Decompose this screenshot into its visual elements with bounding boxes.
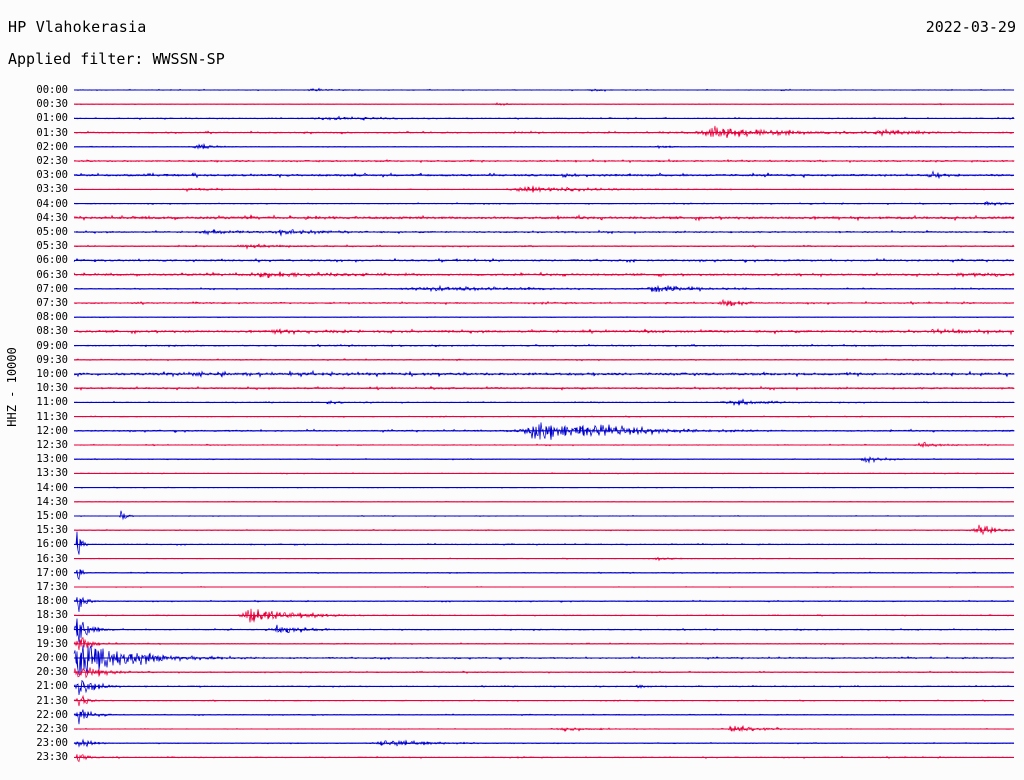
time-label-11-00: 11:00 xyxy=(36,396,68,409)
trace-22-00 xyxy=(73,709,1015,725)
time-label-06-30: 06:30 xyxy=(36,268,68,281)
time-label-00-30: 00:30 xyxy=(36,98,68,111)
time-label-03-30: 03:30 xyxy=(36,183,68,196)
time-label-22-00: 22:00 xyxy=(36,708,68,721)
trace-19-00 xyxy=(73,618,1015,643)
time-label-01-00: 01:00 xyxy=(36,112,68,125)
time-label-05-30: 05:30 xyxy=(36,240,68,253)
trace-17-00 xyxy=(73,569,1015,581)
time-label-04-00: 04:00 xyxy=(36,197,68,210)
time-label-07-00: 07:00 xyxy=(36,282,68,295)
time-label-15-00: 15:00 xyxy=(36,510,68,522)
time-label-22-30: 22:30 xyxy=(36,723,68,735)
time-label-13-00: 13:00 xyxy=(36,453,68,466)
time-label-18-00: 18:00 xyxy=(36,595,68,608)
trace-20-00 xyxy=(73,645,1015,675)
time-label-09-00: 09:00 xyxy=(36,339,68,352)
time-label-06-00: 06:00 xyxy=(36,254,68,267)
time-label-08-30: 08:30 xyxy=(36,325,68,338)
trace-13-00 xyxy=(73,456,1015,464)
time-label-12-00: 12:00 xyxy=(36,424,68,437)
time-label-02-30: 02:30 xyxy=(36,155,68,167)
time-label-01-30: 01:30 xyxy=(36,126,68,139)
time-label-21-30: 21:30 xyxy=(36,694,68,707)
time-label-14-00: 14:00 xyxy=(36,481,68,494)
trace-16-00 xyxy=(73,531,1015,555)
time-label-17-30: 17:30 xyxy=(36,581,68,593)
time-label-21-00: 21:00 xyxy=(36,680,68,693)
time-label-23-00: 23:00 xyxy=(36,737,68,750)
time-label-09-30: 09:30 xyxy=(36,353,68,366)
time-label-19-30: 19:30 xyxy=(36,637,68,650)
page-title: HP Vlahokerasia xyxy=(8,18,147,36)
time-label-04-30: 04:30 xyxy=(36,211,68,224)
time-label-23-30: 23:30 xyxy=(36,751,68,764)
time-label-20-00: 20:00 xyxy=(36,652,68,664)
applied-filter-label: Applied filter: WWSSN-SP xyxy=(8,50,225,68)
seismogram-traces xyxy=(73,87,1016,763)
time-label-08-00: 08:00 xyxy=(36,311,68,324)
time-label-02-00: 02:00 xyxy=(36,140,68,153)
trace-01-30 xyxy=(73,125,1015,139)
helicorder-plot: 00:00 00:30 01:00 01:30 02:00 02:30 03:00 03:30… xyxy=(0,82,1024,778)
time-label-17-00: 17:00 xyxy=(36,566,68,579)
time-label-15-30: 15:30 xyxy=(36,524,68,537)
time-label-13-30: 13:30 xyxy=(36,467,68,480)
time-label-10-30: 10:30 xyxy=(36,382,68,395)
time-label-16-30: 16:30 xyxy=(36,552,68,565)
trace-15-30 xyxy=(73,524,1016,536)
time-label-05-00: 05:00 xyxy=(36,226,68,238)
time-label-16-00: 16:00 xyxy=(36,538,68,551)
time-label-00-00: 00:00 xyxy=(36,84,68,96)
time-label-19-00: 19:00 xyxy=(36,623,68,636)
time-label-07-30: 07:30 xyxy=(36,297,68,309)
time-label-10-00: 10:00 xyxy=(36,368,68,380)
time-label-20-30: 20:30 xyxy=(36,666,68,679)
time-label-18-30: 18:30 xyxy=(36,609,68,622)
trace-21-00 xyxy=(73,679,1015,696)
time-label-03-00: 03:00 xyxy=(36,169,68,182)
trace-15-00 xyxy=(73,510,1015,521)
time-label-11-30: 11:30 xyxy=(36,410,68,423)
time-label-14-30: 14:30 xyxy=(36,495,68,508)
trace-18-00 xyxy=(73,596,1015,612)
time-label-12-30: 12:30 xyxy=(36,439,68,451)
record-date: 2022-03-29 xyxy=(925,18,1016,36)
